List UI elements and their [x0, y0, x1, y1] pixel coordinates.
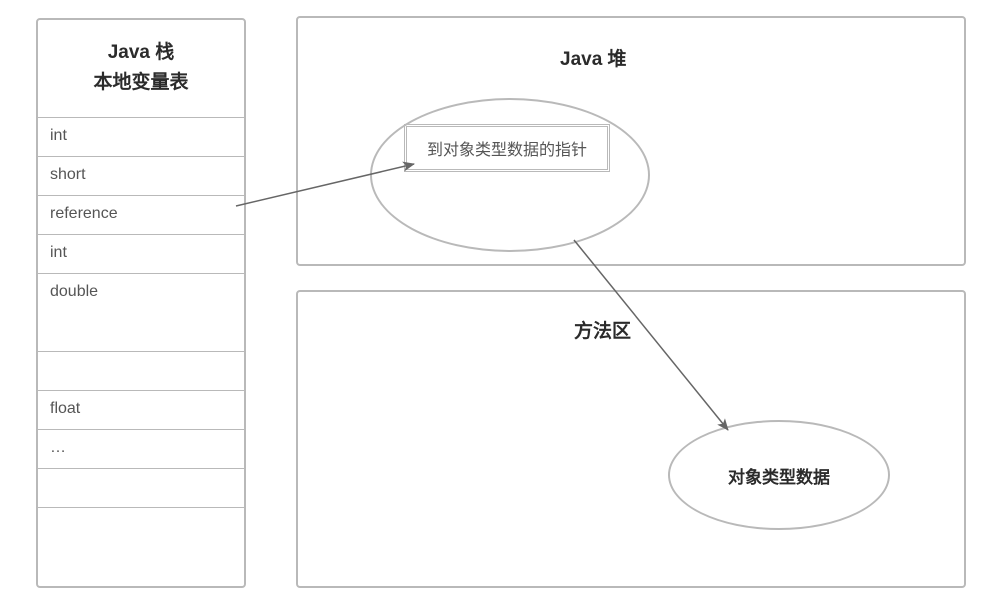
stack-row: int [38, 117, 244, 156]
stack-row [38, 507, 244, 546]
stack-header: Java 栈 本地变量表 [38, 20, 244, 117]
stack-row: … [38, 429, 244, 468]
stack-title-line2: 本地变量表 [46, 68, 236, 98]
stack-row: int [38, 234, 244, 273]
heap-ellipse [370, 98, 650, 252]
stack-title-line1: Java 栈 [46, 38, 236, 68]
stack-container: Java 栈 本地变量表 intshortreferenceintdouble … [36, 18, 246, 588]
stack-row [38, 468, 244, 507]
stack-row [38, 351, 244, 390]
object-type-data-label: 对象类型数据 [670, 463, 888, 488]
stack-row: float [38, 390, 244, 429]
stack-row: reference [38, 195, 244, 234]
stack-rows: intshortreferenceintdouble float… [38, 117, 244, 546]
method-area-ellipse: 对象类型数据 [668, 420, 890, 530]
stack-row: short [38, 156, 244, 195]
heap-title: Java 堆 [560, 44, 627, 71]
pointer-box-label: 到对象类型数据的指针 [427, 142, 587, 159]
stack-row: double [38, 273, 244, 351]
pointer-box: 到对象类型数据的指针 [404, 124, 610, 172]
method-area-title: 方法区 [574, 316, 631, 343]
